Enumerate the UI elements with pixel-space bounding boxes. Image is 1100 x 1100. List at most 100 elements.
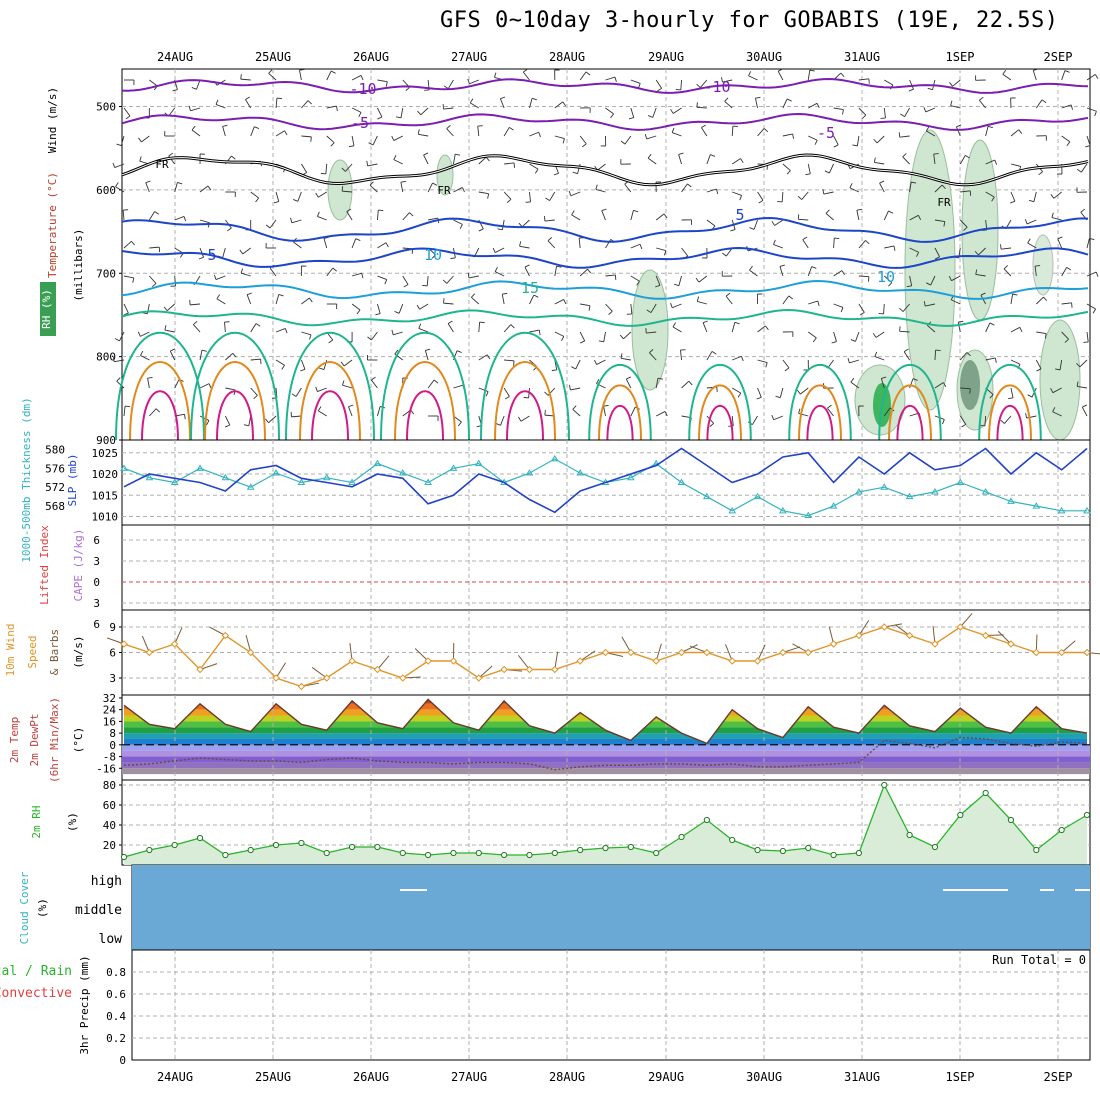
wind-speed-point xyxy=(677,648,686,657)
wind-barb xyxy=(1010,191,1016,202)
ylabel-rh: RH (%) xyxy=(40,289,53,329)
wind-barb xyxy=(554,299,564,305)
wind-barb xyxy=(934,256,940,260)
wind-barb xyxy=(1066,141,1071,147)
thickness-point xyxy=(322,473,331,481)
wind-barb xyxy=(934,184,943,193)
wind-barb xyxy=(800,387,809,395)
wind-barb xyxy=(319,367,325,371)
wind-barb xyxy=(409,212,414,217)
wind-barb xyxy=(875,331,885,338)
wind-barb-10m xyxy=(579,650,596,662)
wind-barb xyxy=(646,135,657,140)
wind-barb xyxy=(696,296,700,302)
wind-barb xyxy=(529,329,540,333)
wind-barb xyxy=(500,96,506,100)
thickness-point xyxy=(804,511,813,519)
wind-barb xyxy=(301,297,310,305)
wind-barb xyxy=(196,79,201,90)
wind-barb xyxy=(131,241,136,246)
wind-barb xyxy=(825,213,834,221)
wind-barb xyxy=(326,70,332,81)
wind-speed-point xyxy=(449,657,458,665)
wind-barb xyxy=(657,88,662,92)
date-top-31AUG: 31AUG xyxy=(844,50,880,64)
wind-barb xyxy=(598,340,604,343)
date-bottom-2SEP: 2SEP xyxy=(1044,1070,1073,1084)
wind-barb xyxy=(358,112,362,118)
rh-point xyxy=(374,843,381,851)
wind-speed-point xyxy=(145,648,154,657)
wind-barb xyxy=(755,98,758,109)
wind-barb xyxy=(384,279,388,285)
wind-barb xyxy=(814,140,818,145)
wind-barb xyxy=(355,238,361,242)
wind-barb xyxy=(597,163,606,171)
ytick-temp-8: 8 xyxy=(109,727,116,740)
wind-barb xyxy=(699,79,708,88)
temperature-contour xyxy=(706,405,734,441)
wind-barb xyxy=(792,133,795,139)
rh-point xyxy=(678,833,685,841)
wind-barb xyxy=(571,210,575,216)
wind-barb xyxy=(1052,407,1056,412)
wind-barb xyxy=(949,82,953,87)
wind-barb xyxy=(706,219,716,227)
date-bottom-27AUG: 27AUG xyxy=(451,1070,487,1084)
wind-barb xyxy=(174,275,177,287)
wind-speed-point xyxy=(525,665,534,674)
wind-barb xyxy=(994,159,998,165)
wind-barb xyxy=(1077,385,1088,389)
rh-point xyxy=(171,841,178,849)
wind-barb xyxy=(114,359,125,363)
wind-barb xyxy=(856,208,862,211)
wind-barb xyxy=(447,320,453,324)
ylabel-millibars: (millibars) xyxy=(72,229,85,302)
wind-barb xyxy=(807,163,811,174)
cloud-cover-panel: high middle low Cloud Cover (%) xyxy=(18,864,1091,951)
wind-barb xyxy=(823,191,834,195)
wind-barb xyxy=(603,404,609,407)
wind-barb xyxy=(245,99,252,109)
rh-point xyxy=(602,844,609,852)
wind-barb xyxy=(343,359,353,367)
wind-barb xyxy=(672,303,682,309)
wind-barb xyxy=(503,324,512,333)
wind-barb xyxy=(140,355,150,361)
wind-barb xyxy=(1094,74,1099,79)
wind-barb xyxy=(777,70,784,81)
wind-barb xyxy=(351,75,362,81)
wind-barb xyxy=(291,393,297,397)
wind-speed-point xyxy=(1057,648,1066,657)
precip-frame xyxy=(131,949,1091,1061)
wind-barb xyxy=(965,154,970,159)
wind-barb xyxy=(840,72,845,78)
wind-barb xyxy=(423,154,429,165)
wind-barb xyxy=(467,78,470,84)
wind-barb xyxy=(923,107,927,113)
wind-barb xyxy=(725,292,731,297)
wind-barb xyxy=(909,79,914,90)
wind-barb-10m xyxy=(414,648,429,662)
wind-barb xyxy=(722,252,727,257)
temperature-contour xyxy=(216,390,254,441)
wind-barb xyxy=(174,378,180,389)
wind-barb xyxy=(775,395,781,399)
wind-barb xyxy=(485,156,490,162)
wind-barb xyxy=(980,292,986,296)
wind-barb xyxy=(246,294,252,305)
wind-barb xyxy=(601,208,607,212)
thickness-point xyxy=(905,492,914,500)
wind-barb xyxy=(763,128,769,133)
rh-point xyxy=(577,846,584,854)
temp-line xyxy=(123,698,1088,745)
wind-barb xyxy=(377,275,387,281)
rh-shade-area xyxy=(436,154,454,196)
wind-barb xyxy=(657,377,663,380)
wind-barb xyxy=(351,107,362,113)
wind-barb xyxy=(1010,387,1014,398)
wind-barb xyxy=(779,264,785,267)
thickness-point xyxy=(626,473,635,481)
wind-barb xyxy=(301,331,312,336)
wind-barb xyxy=(371,376,376,381)
